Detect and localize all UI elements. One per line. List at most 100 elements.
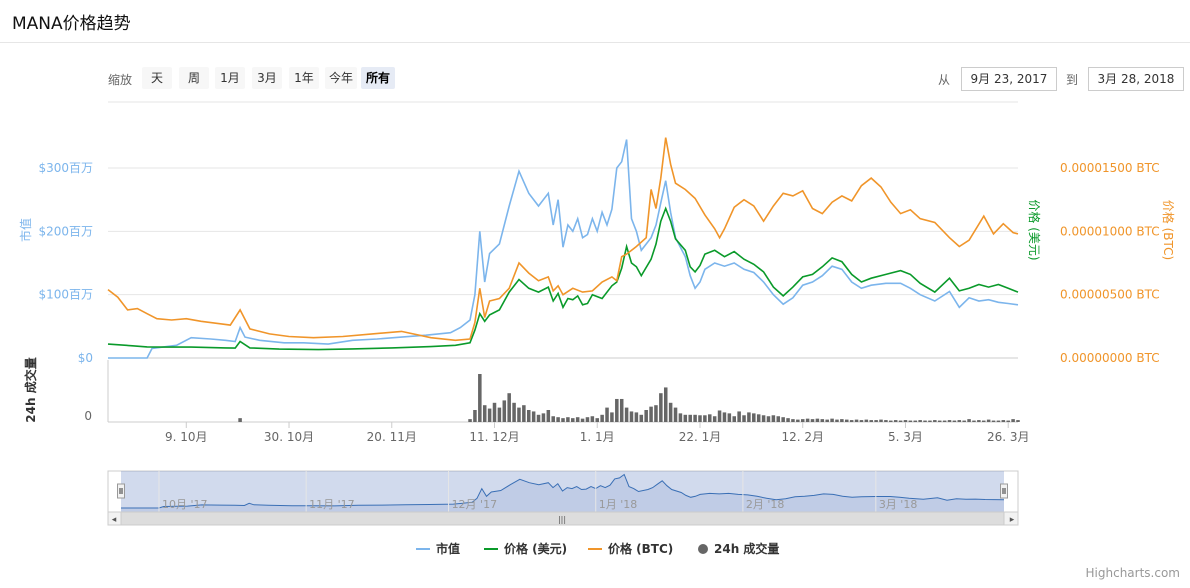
navigator-line bbox=[121, 473, 1005, 509]
volume-bar bbox=[859, 420, 864, 422]
volume-bar bbox=[478, 374, 482, 422]
navigator-area bbox=[121, 474, 1004, 512]
volume-bar bbox=[712, 416, 717, 422]
volume-bar bbox=[629, 411, 634, 422]
volume-bar bbox=[1011, 419, 1015, 422]
volume-bar bbox=[639, 414, 644, 422]
scrollbar-grip-icon: ||| bbox=[558, 515, 566, 524]
volume-bar bbox=[1006, 420, 1010, 422]
volume-bar bbox=[659, 393, 663, 422]
volume-bar bbox=[668, 402, 673, 422]
range-button-2[interactable]: 1月 bbox=[215, 67, 245, 89]
volume-bar bbox=[482, 405, 487, 422]
to-date-input[interactable]: 3月 28, 2018 bbox=[1088, 67, 1184, 91]
volume-bar bbox=[825, 419, 829, 422]
volume-bar bbox=[884, 420, 888, 422]
volume-bar bbox=[889, 420, 893, 422]
volume-bar bbox=[933, 420, 937, 422]
x-tick-label: 30. 10月 bbox=[264, 430, 314, 444]
volume-bar bbox=[869, 420, 873, 422]
volume-bar bbox=[473, 410, 477, 422]
volume-bar bbox=[815, 418, 820, 422]
x-tick-label: 9. 10月 bbox=[165, 430, 208, 444]
range-button-1[interactable]: 周 bbox=[179, 67, 209, 89]
scroll-right-icon: ▸ bbox=[1010, 515, 1015, 525]
volume-bar bbox=[634, 412, 639, 422]
right-y-tick: 0.00000000 BTC bbox=[1060, 351, 1160, 365]
volume-bar bbox=[727, 413, 732, 422]
volume-bar bbox=[492, 402, 497, 422]
volume-bar bbox=[541, 413, 546, 422]
volume-bar bbox=[874, 420, 878, 422]
volume-bar bbox=[791, 419, 795, 422]
volume-bar bbox=[810, 419, 815, 422]
navigator-label: 10月 '17 bbox=[162, 498, 208, 511]
volume-bar bbox=[585, 417, 590, 422]
volume-bar bbox=[977, 420, 981, 422]
x-tick-label: 11. 12月 bbox=[469, 430, 519, 444]
volume-bar bbox=[561, 418, 565, 422]
volume-bar bbox=[898, 420, 903, 422]
volume-bar bbox=[742, 415, 746, 422]
navigator-handle-right[interactable] bbox=[1000, 483, 1008, 499]
volume-bar bbox=[923, 420, 927, 422]
volume-bar bbox=[536, 414, 541, 422]
volume-bar bbox=[957, 420, 962, 422]
volume-bar bbox=[502, 400, 507, 422]
from-date-input[interactable]: 9月 23, 2017 bbox=[961, 67, 1057, 91]
price-btc-line bbox=[107, 137, 1019, 342]
volume-bar bbox=[708, 414, 712, 422]
from-label: 从 bbox=[938, 73, 951, 87]
volume-bar bbox=[820, 419, 825, 422]
volume-bar bbox=[981, 420, 986, 422]
x-tick-label: 26. 3月 bbox=[987, 430, 1030, 444]
volume-bar bbox=[619, 398, 624, 422]
volume-bar bbox=[512, 402, 516, 422]
usd-axis-title: 价格 (美元) bbox=[1027, 199, 1042, 260]
range-button-3[interactable]: 3月 bbox=[252, 67, 282, 89]
right-y-tick: 0.00000500 BTC bbox=[1060, 288, 1160, 302]
volume-bar bbox=[654, 405, 658, 422]
scrollbar-thumb[interactable] bbox=[120, 511, 1005, 526]
x-tick-label: 1. 1月 bbox=[580, 430, 615, 444]
legend-item: 价格 (美元) bbox=[504, 541, 567, 556]
x-tick-label: 20. 11月 bbox=[367, 430, 417, 444]
volume-bar bbox=[761, 415, 766, 422]
range-button-0[interactable]: 天 bbox=[142, 67, 172, 89]
range-button-6[interactable]: 所有 bbox=[361, 67, 395, 89]
right-y-tick: 0.00001500 BTC bbox=[1060, 161, 1160, 175]
volume-bar bbox=[546, 410, 551, 422]
navigator-label: 12月 '17 bbox=[452, 498, 498, 511]
header: MANA价格趋势 bbox=[0, 0, 1190, 43]
volume-bar bbox=[893, 420, 898, 422]
volume-bar bbox=[903, 420, 908, 422]
volume-bar bbox=[531, 411, 536, 422]
x-tick-label: 22. 1月 bbox=[679, 430, 722, 444]
range-button-4[interactable]: 1年 bbox=[289, 67, 319, 89]
volume-bar bbox=[835, 419, 839, 422]
volume-bar bbox=[967, 419, 971, 422]
volume-bar bbox=[610, 412, 614, 422]
volume-bar bbox=[913, 420, 918, 422]
volume-bar bbox=[991, 420, 996, 422]
volume-bar bbox=[732, 416, 736, 422]
navigator-label: 11月 '17 bbox=[309, 498, 355, 511]
volume-bar bbox=[497, 407, 502, 422]
volume-bar bbox=[942, 420, 947, 422]
volume-bar bbox=[693, 414, 697, 422]
volume-bar bbox=[962, 420, 966, 422]
volume-bar bbox=[752, 413, 756, 422]
volume-bar bbox=[786, 418, 790, 422]
volume-bar bbox=[487, 408, 492, 422]
scroll-left-icon: ◂ bbox=[112, 515, 117, 525]
left-y-tick: $100百万 bbox=[38, 288, 93, 302]
market-cap-line bbox=[108, 139, 1019, 359]
volume-bar bbox=[722, 412, 727, 422]
volume-bar bbox=[864, 419, 869, 422]
credit-link[interactable]: Highcharts.com bbox=[1085, 566, 1180, 580]
price-usd-line bbox=[107, 206, 1019, 351]
navigator-handle-left[interactable] bbox=[117, 483, 125, 499]
volume-bar bbox=[1016, 420, 1020, 422]
range-button-5[interactable]: 今年 bbox=[325, 67, 357, 89]
